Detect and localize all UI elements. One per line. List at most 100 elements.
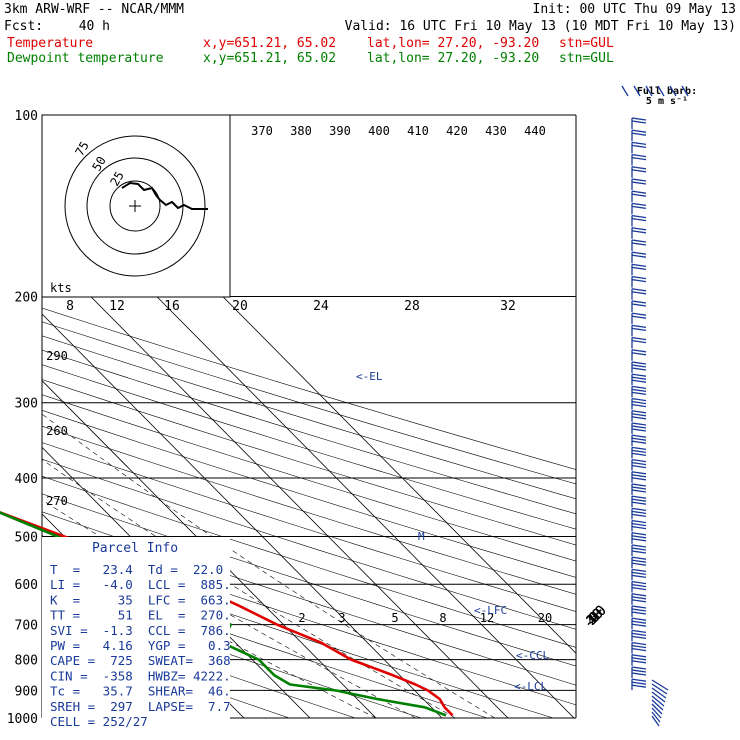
wind-barb-flag bbox=[631, 513, 647, 518]
wind-barb-flag bbox=[631, 230, 647, 234]
legend-dewpoint-stn: stn=GUL bbox=[559, 51, 614, 66]
init-time: Init: 00 UTC Thu 09 May 13 bbox=[533, 2, 737, 17]
dry-adiabat bbox=[42, 442, 576, 612]
legend-temperature-latlon: lat,lon= 27.20, -93.20 bbox=[367, 36, 539, 51]
wind-barb-flag bbox=[631, 300, 647, 304]
wind-barb-flag bbox=[631, 617, 647, 621]
wind-barb-flag bbox=[631, 141, 647, 146]
wind-barb-flag bbox=[631, 446, 647, 451]
wind-barb-flag bbox=[631, 593, 647, 597]
wind-barb-flag bbox=[631, 635, 647, 640]
theta-label: 440 bbox=[524, 124, 546, 138]
wind-barb-flag bbox=[631, 654, 647, 658]
wind-barb-flag bbox=[631, 364, 647, 368]
parcel-info-row: T = 23.4 Td = 22.0 bbox=[50, 562, 223, 577]
wind-barb-top bbox=[669, 85, 677, 97]
wind-barb-flag bbox=[631, 144, 647, 149]
wind-barb-flag bbox=[631, 278, 647, 283]
wind-barb-flag bbox=[631, 178, 647, 182]
wind-barb-flag bbox=[631, 227, 647, 231]
wind-barb-flag bbox=[631, 422, 647, 426]
wind-barb-flag bbox=[631, 574, 647, 579]
wind-barb-flag bbox=[631, 660, 647, 664]
dry-adiabat bbox=[42, 588, 422, 718]
mixing-ratio-label: 5 bbox=[391, 611, 398, 625]
pressure-label: 300 bbox=[15, 397, 38, 412]
wind-barb-flag bbox=[631, 339, 647, 344]
wind-barb-flag bbox=[631, 452, 647, 457]
wind-barb-flag bbox=[631, 202, 647, 207]
wind-barb-flag bbox=[631, 117, 647, 121]
mixing-ratio-label: 3 bbox=[338, 611, 345, 625]
pressure-label: 800 bbox=[15, 654, 38, 669]
mixing-ratio-label: 2 bbox=[298, 611, 305, 625]
m-marker: M bbox=[418, 530, 425, 543]
wind-barb-flag bbox=[631, 153, 647, 158]
parcel-info-row: K = 35 LFC = 663. bbox=[50, 592, 231, 607]
wind-barb-flag bbox=[631, 501, 647, 505]
pressure-label: 100 bbox=[15, 109, 38, 124]
wind-barb-flag bbox=[631, 166, 647, 170]
wind-barb-flag bbox=[631, 644, 647, 649]
valid-time: Valid: 16 UTC Fri 10 May 13 (10 MDT Fri … bbox=[345, 19, 736, 34]
parcel-info-row: SVI = -1.3 CCL = 786. bbox=[50, 623, 231, 638]
hodograph-unit: kts bbox=[50, 281, 72, 295]
wind-barb-flag bbox=[631, 568, 647, 573]
hodograph-speed-label: 8 bbox=[66, 299, 74, 314]
wind-barb-flag bbox=[631, 428, 647, 432]
parcel-info-rows: T = 23.4 Td = 22.0LI = -4.0 LCL = 885.K … bbox=[50, 562, 231, 729]
hodograph-speed-label: 28 bbox=[404, 299, 420, 314]
wind-barb-flag bbox=[631, 303, 647, 307]
wind-barb-flag bbox=[631, 440, 647, 444]
pressure-label: 600 bbox=[15, 578, 38, 593]
wind-barb-flag bbox=[631, 403, 647, 408]
wind-barb-low bbox=[651, 679, 669, 691]
wind-barb-flag bbox=[631, 413, 647, 417]
parcel-info-row: SREH = 297 LAPSE= 7.7 bbox=[50, 699, 231, 714]
wind-barb-flag bbox=[631, 681, 647, 685]
lcl-marker: <-LCL bbox=[514, 680, 547, 693]
hodograph-speed-label: 20 bbox=[232, 299, 248, 314]
theta-label: 380 bbox=[290, 124, 312, 138]
legend-dewpoint: Dewpoint temperature bbox=[7, 51, 164, 66]
model-title: 3km ARW-WRF -- NCAR/MMM bbox=[4, 2, 184, 17]
wind-barb-flag bbox=[631, 678, 647, 682]
wind-barb-flag bbox=[631, 205, 647, 210]
wind-barb-flag bbox=[631, 327, 647, 332]
theta-label: 430 bbox=[485, 124, 507, 138]
wind-barb-top bbox=[681, 85, 689, 97]
wind-barb-flag bbox=[631, 385, 647, 390]
dry-adiabat bbox=[42, 475, 576, 648]
wind-barb-flag bbox=[631, 632, 647, 637]
mixing-ratio-label: 8 bbox=[439, 611, 446, 625]
wind-barb-flag bbox=[631, 169, 647, 173]
parcel-info-row: PW = 4.16 YGP = 0.3 bbox=[50, 638, 231, 653]
wind-barb-flag bbox=[631, 464, 647, 469]
wind-barb-low bbox=[651, 699, 664, 711]
theta-label: 390 bbox=[329, 124, 351, 138]
parcel-info-title: Parcel Info bbox=[92, 541, 178, 556]
parcel-info-row: CIN = -358 HWBZ= 4222. bbox=[50, 668, 231, 683]
wind-barb-flag bbox=[631, 544, 647, 548]
wind-barb-flag bbox=[631, 629, 647, 634]
wind-barb-flag bbox=[631, 275, 647, 280]
wind-barb-low bbox=[651, 715, 660, 727]
wind-barb-flag bbox=[631, 312, 647, 316]
theta-label: 410 bbox=[407, 124, 429, 138]
isotherm-line bbox=[42, 313, 443, 718]
dry-adiabat bbox=[42, 335, 576, 500]
wind-barb-flag bbox=[631, 120, 647, 124]
wind-barb-flag bbox=[631, 498, 647, 502]
wind-barb-flag bbox=[631, 586, 647, 591]
dry-adiabat bbox=[42, 409, 576, 578]
wind-barb-flag bbox=[631, 263, 647, 268]
wind-barb-flag bbox=[631, 349, 647, 353]
wind-barb-flag bbox=[631, 391, 647, 396]
parcel-info-box: Parcel Info T = 23.4 Td = 22.0LI = -4.0 … bbox=[42, 537, 231, 729]
wind-barb-low bbox=[651, 683, 668, 695]
wind-barb-flag bbox=[631, 217, 647, 222]
dry-adiabat bbox=[42, 349, 576, 515]
wind-barb-flag bbox=[631, 291, 647, 295]
wind-barb-flag bbox=[631, 611, 647, 615]
wind-barb-flag bbox=[631, 684, 647, 688]
